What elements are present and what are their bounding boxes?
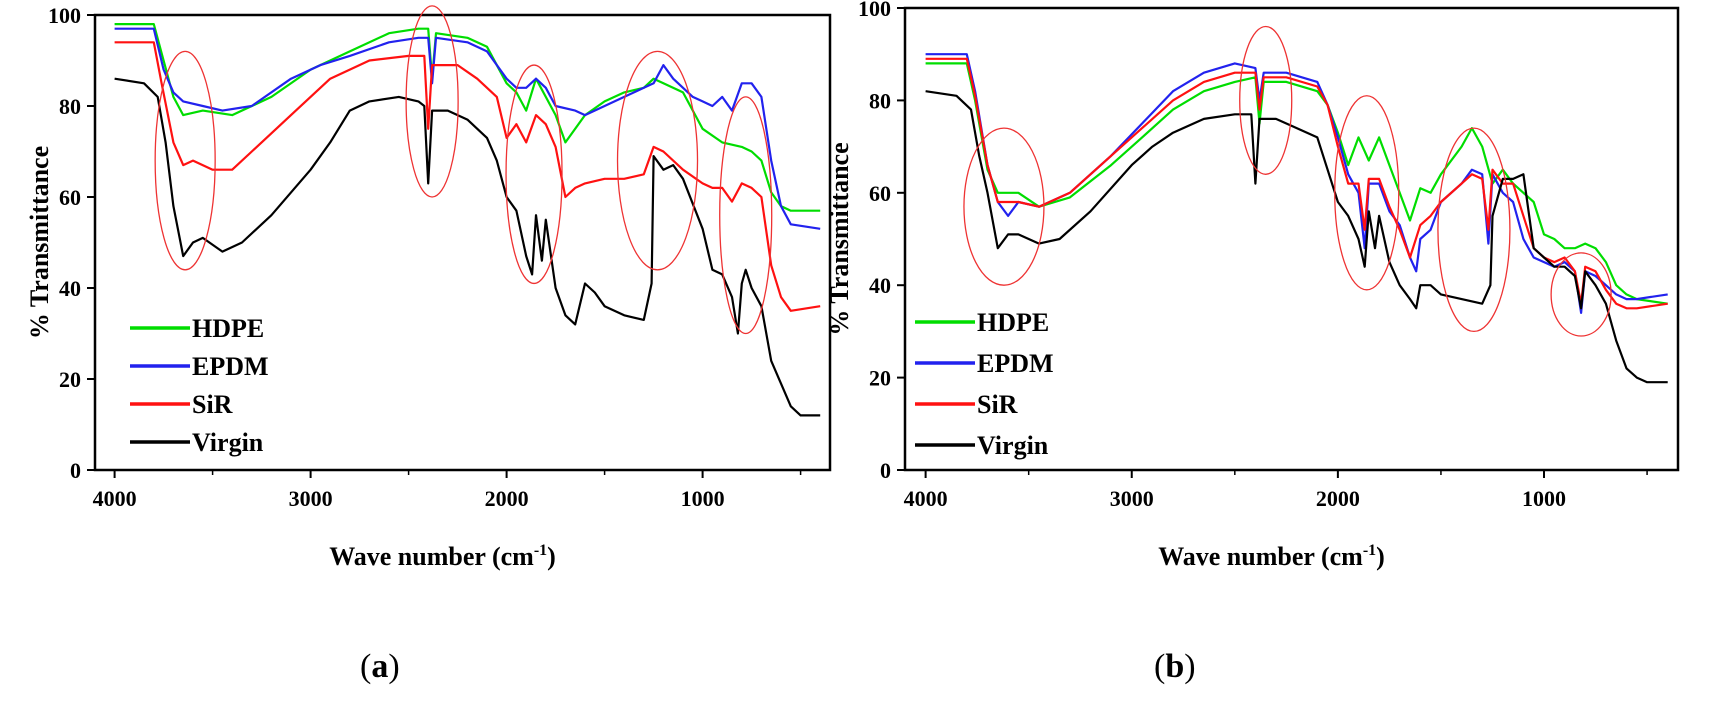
x-tick-label: 3000 bbox=[289, 486, 333, 511]
caption-a-letter: a bbox=[371, 648, 389, 685]
annotation-ellipse bbox=[1239, 25, 1293, 175]
series-line-epdm bbox=[925, 53, 1668, 314]
chart-a-svg: 0 20 40 60 80 100 4000 3000 2000 1000 Wave number … bbox=[25, 3, 832, 571]
y-tick-label: 40 bbox=[869, 273, 891, 298]
series-line-hdpe bbox=[114, 23, 821, 212]
y-tick-label: 80 bbox=[869, 88, 891, 113]
x-tick-label: 1000 bbox=[681, 486, 725, 511]
y-tick-label: 20 bbox=[869, 366, 891, 391]
y-tick-label: 20 bbox=[59, 367, 81, 392]
legend-label-virgin: Virgin bbox=[192, 428, 264, 457]
legend-label-hdpe: HDPE bbox=[977, 308, 1049, 337]
annotation-ellipse bbox=[1334, 95, 1400, 291]
x-axis-title: Wave number (cm-1) bbox=[1158, 542, 1385, 571]
series-line-epdm bbox=[114, 27, 821, 230]
chart-b-svg: 0 20 40 60 80 100 4000 3000 2000 1000 Wave number … bbox=[825, 0, 1680, 571]
legend-label-hdpe: HDPE bbox=[192, 314, 264, 343]
caption-b: (b) bbox=[1154, 648, 1196, 686]
series-line-hdpe bbox=[925, 62, 1668, 305]
y-tick-label: 0 bbox=[880, 458, 891, 483]
x-tick-label: 3000 bbox=[1110, 486, 1154, 511]
y-tick-label: 60 bbox=[59, 185, 81, 210]
legend-label-sir: SiR bbox=[192, 390, 233, 419]
x-tick-label: 2000 bbox=[1316, 486, 1360, 511]
caption-a-close: ) bbox=[388, 648, 400, 685]
annotation-ellipse bbox=[405, 5, 459, 198]
chart-panel-b: 0 20 40 60 80 100 4000 3000 2000 1000 Wave number … bbox=[825, 0, 1721, 702]
y-tick-label: 100 bbox=[48, 3, 81, 28]
legend-label-virgin: Virgin bbox=[977, 431, 1049, 460]
series-line-virgin bbox=[925, 90, 1668, 384]
caption-b-close: ) bbox=[1184, 648, 1196, 685]
caption-a: (a) bbox=[360, 648, 400, 686]
series-line-sir bbox=[114, 41, 821, 312]
annotation-ellipse bbox=[963, 127, 1045, 286]
x-tick-label: 4000 bbox=[904, 486, 948, 511]
x-tick-label: 2000 bbox=[485, 486, 529, 511]
chart-panel-a: 0 20 40 60 80 100 4000 3000 2000 1000 Wave number … bbox=[0, 0, 860, 702]
y-tick-label: 80 bbox=[59, 94, 81, 119]
annotation-ellipse bbox=[154, 50, 216, 271]
legend-label-epdm: EPDM bbox=[192, 352, 269, 381]
x-tick-label: 1000 bbox=[1522, 486, 1566, 511]
caption-b-open: ( bbox=[1154, 648, 1166, 685]
annotation-ellipse bbox=[719, 96, 773, 335]
caption-b-letter: b bbox=[1165, 648, 1185, 685]
y-axis-title: % Transmittance bbox=[825, 142, 854, 335]
y-tick-label: 60 bbox=[869, 181, 891, 206]
legend-label-epdm: EPDM bbox=[977, 349, 1054, 378]
plot-frame-b bbox=[903, 6, 1680, 472]
y-tick-label: 0 bbox=[70, 458, 81, 483]
plot-frame-a bbox=[93, 13, 832, 472]
caption-a-open: ( bbox=[360, 648, 372, 685]
annotation-ellipse bbox=[1550, 252, 1612, 337]
legend-label-sir: SiR bbox=[977, 390, 1018, 419]
annotation-ellipse bbox=[505, 64, 563, 285]
annotation-ellipse bbox=[1437, 127, 1511, 333]
y-tick-label: 40 bbox=[59, 276, 81, 301]
x-axis-title: Wave number (cm-1) bbox=[329, 542, 556, 571]
y-tick-label: 100 bbox=[858, 0, 891, 21]
series-line-sir bbox=[925, 57, 1668, 310]
y-axis-title: % Transmittance bbox=[25, 146, 54, 339]
x-tick-label: 4000 bbox=[93, 486, 137, 511]
series-line-virgin bbox=[114, 77, 821, 417]
annotation-ellipse bbox=[616, 50, 699, 271]
